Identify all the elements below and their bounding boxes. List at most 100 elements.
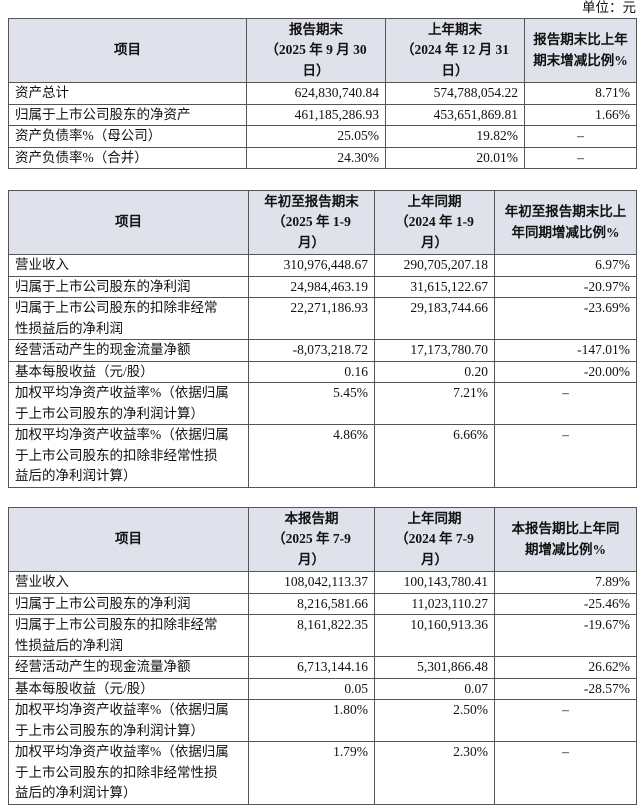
cell-value: 1.80% [248,699,375,742]
row-label: 资产总计 [8,82,247,105]
row-label: 加权平均净资产收益率%（依据归属 于上市公司股东的净利润计算） [8,699,249,742]
table-row: 资产负债率%（合并） 24.30% 20.01% – [8,146,637,169]
table-row: 加权平均净资产收益率%（依据归属 于上市公司股东的扣除非经常性损 益后的净利润计… [8,424,637,488]
cell-value: 2.50% [374,699,495,742]
cell-value: -20.97% [494,275,637,298]
cell-value: 20.01% [385,146,525,169]
row-label: 基本每股收益（元/股） [8,677,249,700]
table-row: 加权平均净资产收益率%（依据归属 于上市公司股东的扣除非经常性损 益后的净利润计… [8,741,637,805]
header-cell: 本报告期比上年同 期增减比例% [494,507,637,572]
header-cell: 项目 [8,507,249,572]
row-label: 加权平均净资产收益率%（依据归属 于上市公司股东的扣除非经常性损 益后的净利润计… [8,741,249,805]
table-row: 营业收入 108,042,113.37 100,143,780.41 7.89% [8,571,637,594]
cell-value: 4.86% [248,424,375,488]
cell-value: 0.16 [248,360,375,383]
cell-value: 8.71% [524,82,637,105]
table-row: 加权平均净资产收益率%（依据归属 于上市公司股东的净利润计算） 5.45% 7.21… [8,382,637,425]
header-cell: 报告期末 （2025 年 9 月 30 日） [246,18,386,83]
cell-value: – [524,125,637,148]
cell-value: -23.69% [494,297,637,340]
table-row: 归属于上市公司股东的净利润 24,984,463.19 31,615,122.67-… [8,275,637,298]
row-label: 营业收入 [8,571,249,594]
cell-value: 6.66% [374,424,495,488]
unit-label: 单位：元 [582,0,636,15]
table-row: 经营活动产生的现金流量净额 -8,073,218.72 17,173,780.70-… [8,339,637,362]
row-label: 加权平均净资产收益率%（依据归属 于上市公司股东的净利润计算） [8,382,249,425]
cell-value: 22,271,186.93 [248,297,375,340]
cell-value: 624,830,740.84 [246,82,386,105]
cell-value: 100,143,780.41 [374,571,495,594]
data-table: 项目 本报告期 （2025 年 7-9 月） 上年同期 （2024 年 7-9 月）… [8,507,637,805]
cell-value: 1.79% [248,741,375,805]
cell-value: – [524,146,637,169]
data-table: 项目 报告期末 （2025 年 9 月 30 日） 上年期末 （2024 年 12 … [8,18,637,169]
header-cell: 项目 [8,18,247,83]
cell-value: 0.05 [248,677,375,700]
row-label: 基本每股收益（元/股） [8,360,249,383]
header-cell: 项目 [8,190,249,255]
cell-value: 0.20 [374,360,495,383]
cell-value: 0.07 [374,677,495,700]
cell-value: 25.05% [246,125,386,148]
table-row: 归属于上市公司股东的净利润 8,216,581.66 11,023,110.27 -2… [8,592,637,615]
table-row: 基本每股收益（元/股） 0.05 0.07 -28.57% [8,677,637,700]
header-cell: 本报告期 （2025 年 7-9 月） [248,507,375,572]
cell-value: 24,984,463.19 [248,275,375,298]
cell-value: 11,023,110.27 [374,592,495,615]
row-label: 经营活动产生的现金流量净额 [8,339,249,362]
cell-value: 29,183,744.66 [374,297,495,340]
cell-value: 31,615,122.67 [374,275,495,298]
header-cell: 年初至报告期末 （2025 年 1-9 月） [248,190,375,255]
cell-value: -8,073,218.72 [248,339,375,362]
data-table: 项目 年初至报告期末 （2025 年 1-9 月） 上年同期 （2024 年 1-9… [8,190,637,488]
cell-value: 6,713,144.16 [248,656,375,679]
header-row: 项目 报告期末 （2025 年 9 月 30 日） 上年期末 （2024 年 12 … [8,18,637,83]
header-cell: 上年同期 （2024 年 7-9 月） [374,507,495,572]
table-row: 归属于上市公司股东的净资产 461,185,286.93 453,651,869.8… [8,103,637,126]
cell-value: -147.01% [494,339,637,362]
cell-value: 24.30% [246,146,386,169]
header-row: 项目 本报告期 （2025 年 7-9 月） 上年同期 （2024 年 7-9 月）… [8,507,637,572]
header-cell: 上年期末 （2024 年 12 月 31 日） [385,18,525,83]
row-label: 归属于上市公司股东的净利润 [8,592,249,615]
cell-value: 7.89% [494,571,637,594]
cell-value: 453,651,869.81 [385,103,525,126]
row-label: 经营活动产生的现金流量净额 [8,656,249,679]
table-row: 资产负债率%（母公司） 25.05% 19.82% – [8,125,637,148]
header-cell: 上年同期 （2024 年 1-9 月） [374,190,495,255]
cell-value: 1.66% [524,103,637,126]
row-label: 营业收入 [8,254,249,277]
row-label: 归属于上市公司股东的净利润 [8,275,249,298]
table-row: 营业收入 310,976,448.67 290,705,207.18 6.97% [8,254,637,277]
cell-value: 2.30% [374,741,495,805]
cell-value: 26.62% [494,656,637,679]
table-row: 加权平均净资产收益率%（依据归属 于上市公司股东的净利润计算） 1.80% 2.50… [8,699,637,742]
cell-value: -28.57% [494,677,637,700]
cell-value: – [494,699,637,742]
cell-value: 17,173,780.70 [374,339,495,362]
table-row: 归属于上市公司股东的扣除非经常 性损益后的净利润 22,271,186.93 29,… [8,297,637,340]
row-label: 归属于上市公司股东的扣除非经常 性损益后的净利润 [8,614,249,657]
header-cell: 年初至报告期末比上 年同期增减比例% [494,190,637,255]
header-row: 项目 年初至报告期末 （2025 年 1-9 月） 上年同期 （2024 年 1-9… [8,190,637,255]
cell-value: 10,160,913.36 [374,614,495,657]
cell-value: 108,042,113.37 [248,571,375,594]
row-label: 归属于上市公司股东的净资产 [8,103,247,126]
cell-value: 5.45% [248,382,375,425]
row-label: 资产负债率%（母公司） [8,125,247,148]
table-row: 归属于上市公司股东的扣除非经常 性损益后的净利润 8,161,822.35 10,1… [8,614,637,657]
table-row: 经营活动产生的现金流量净额 6,713,144.16 5,301,866.48 26.… [8,656,637,679]
cell-value: – [494,382,637,425]
table-row: 资产总计 624,830,740.84 574,788,054.22 8.71% [8,82,637,105]
row-label: 归属于上市公司股东的扣除非经常 性损益后的净利润 [8,297,249,340]
cell-value: 290,705,207.18 [374,254,495,277]
cell-value: -25.46% [494,592,637,615]
cell-value: – [494,424,637,488]
cell-value: -19.67% [494,614,637,657]
cell-value: 574,788,054.22 [385,82,525,105]
cell-value: 7.21% [374,382,495,425]
cell-value: 8,161,822.35 [248,614,375,657]
cell-value: -20.00% [494,360,637,383]
cell-value: 19.82% [385,125,525,148]
cell-value: – [494,741,637,805]
